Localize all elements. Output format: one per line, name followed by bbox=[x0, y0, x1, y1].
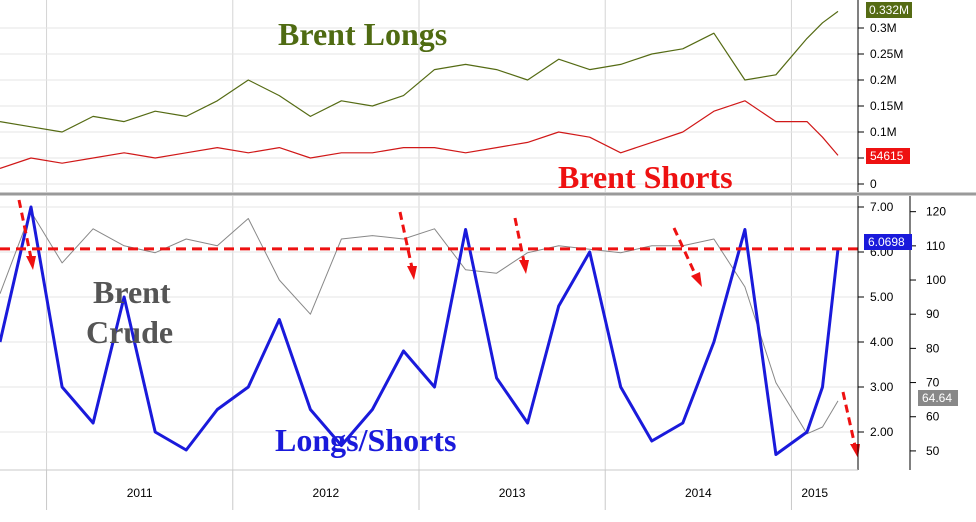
top-y-tick-label: 0.2M bbox=[870, 73, 897, 87]
top-y-tick-label: 0.3M bbox=[870, 21, 897, 35]
top-series bbox=[0, 10, 839, 169]
x-tick-label: 2014 bbox=[685, 486, 712, 500]
bottom-right-y-tick-label: 100 bbox=[926, 273, 946, 287]
bottom-right-y-tick-label: 70 bbox=[926, 376, 940, 390]
annotation-crude-word: Crude bbox=[86, 314, 173, 350]
x-tick-label: 2012 bbox=[313, 486, 340, 500]
series-longs-shorts bbox=[0, 205, 840, 456]
badge-crude-text: 64.64 bbox=[922, 391, 952, 405]
x-tick-label: 2015 bbox=[801, 486, 828, 500]
top-y-tick-label: 0.1M bbox=[870, 125, 897, 139]
series-brent-shorts bbox=[0, 100, 839, 169]
red-arrow-4 bbox=[672, 227, 702, 287]
bottom-left-y-tick-label: 7.00 bbox=[870, 200, 894, 214]
bottom-left-y-tick-label: 2.00 bbox=[870, 425, 894, 439]
red-arrow-5 bbox=[841, 391, 860, 458]
top-y-tick-label: 0.25M bbox=[870, 47, 903, 61]
series-brent-crude bbox=[0, 211, 839, 435]
top-panel-grid bbox=[0, 0, 858, 192]
bottom-right-y-axis: 50 60 70 80 90 100 110 120 bbox=[909, 196, 946, 470]
badge-shorts-text: 54615 bbox=[870, 149, 904, 163]
bottom-right-y-tick-label: 90 bbox=[926, 307, 940, 321]
top-y-tick-label: 0 bbox=[870, 177, 877, 191]
bottom-right-y-tick-label: 60 bbox=[926, 410, 940, 424]
red-arrow-annotations bbox=[17, 199, 860, 458]
annotation-brent-longs: Brent Longs bbox=[278, 16, 447, 52]
badge-longs-text: 0.332M bbox=[869, 3, 909, 17]
badge-crude: 64.64 bbox=[918, 390, 958, 406]
badge-shorts: 54615 bbox=[866, 148, 910, 164]
red-arrow-2 bbox=[398, 211, 417, 280]
bottom-left-y-axis: 2.003.004.005.006.007.00 bbox=[857, 196, 894, 470]
bottom-left-y-tick-label: 3.00 bbox=[870, 380, 894, 394]
top-y-tick-label: 0.15M bbox=[870, 99, 903, 113]
bottom-left-y-tick-label: 4.00 bbox=[870, 335, 894, 349]
annotation-longs-shorts: Longs/Shorts bbox=[275, 422, 456, 458]
bottom-right-y-tick-label: 120 bbox=[926, 205, 946, 219]
bottom-series bbox=[0, 205, 840, 456]
bottom-right-y-tick-label: 80 bbox=[926, 341, 940, 355]
annotation-brent-word: Brent bbox=[93, 274, 171, 310]
annotation-brent-shorts: Brent Shorts bbox=[558, 159, 733, 195]
red-arrow-1 bbox=[17, 199, 36, 270]
x-tick-label: 2013 bbox=[499, 486, 526, 500]
bottom-right-y-tick-label: 110 bbox=[926, 239, 945, 253]
x-tick-label: 2011 bbox=[127, 486, 153, 500]
x-axis: 2011 2012 2013 2014 2015 bbox=[0, 469, 858, 522]
red-arrow-3 bbox=[513, 217, 529, 274]
series-brent-longs bbox=[0, 10, 839, 133]
bottom-left-y-tick-label: 5.00 bbox=[870, 290, 894, 304]
badge-ratio-text: 6.0698 bbox=[868, 235, 905, 249]
badge-ratio: 6.0698 bbox=[864, 234, 912, 250]
bottom-right-y-tick-label: 50 bbox=[926, 444, 940, 458]
badge-longs: 0.332M bbox=[866, 2, 912, 18]
